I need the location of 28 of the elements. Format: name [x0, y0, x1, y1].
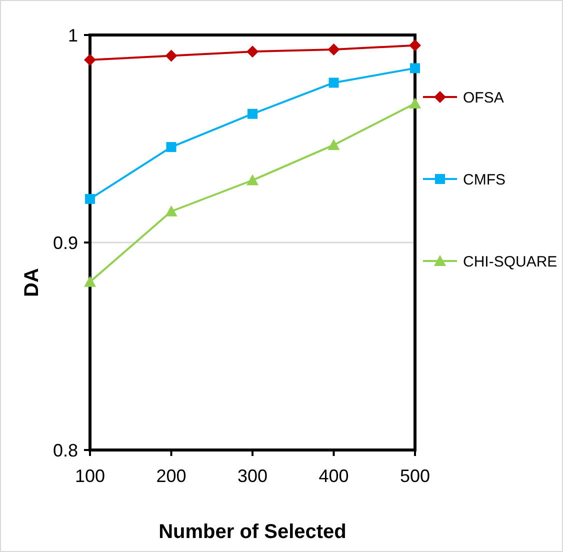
point [85, 194, 95, 204]
point [409, 39, 421, 52]
point [410, 63, 420, 74]
x-tick-label: 200 [156, 466, 186, 486]
x-tick-label: 500 [400, 466, 430, 486]
y-tick-label: 0.9 [52, 232, 78, 253]
point [328, 44, 340, 56]
y-tick-label: 0.8 [52, 440, 78, 460]
legend-label: OFSA [463, 89, 504, 106]
point [246, 46, 258, 58]
x-tick-label: 300 [237, 466, 268, 486]
point [248, 108, 258, 119]
x-axis-title: Number of Selected [158, 521, 346, 543]
point [84, 54, 96, 66]
point [84, 276, 96, 287]
point [409, 97, 421, 108]
legend-label: CHI-SQUARE [463, 253, 558, 270]
point [328, 78, 339, 88]
x-tick-label: 400 [318, 466, 349, 486]
legend-label: CMFS [463, 171, 506, 188]
y-tick-label: 1 [68, 25, 78, 46]
y-axis-title: DA [21, 268, 43, 297]
point [246, 174, 258, 186]
point [165, 50, 178, 62]
x-tick-label: 100 [74, 466, 106, 486]
point [165, 205, 178, 216]
point [166, 142, 176, 152]
point [328, 138, 340, 150]
